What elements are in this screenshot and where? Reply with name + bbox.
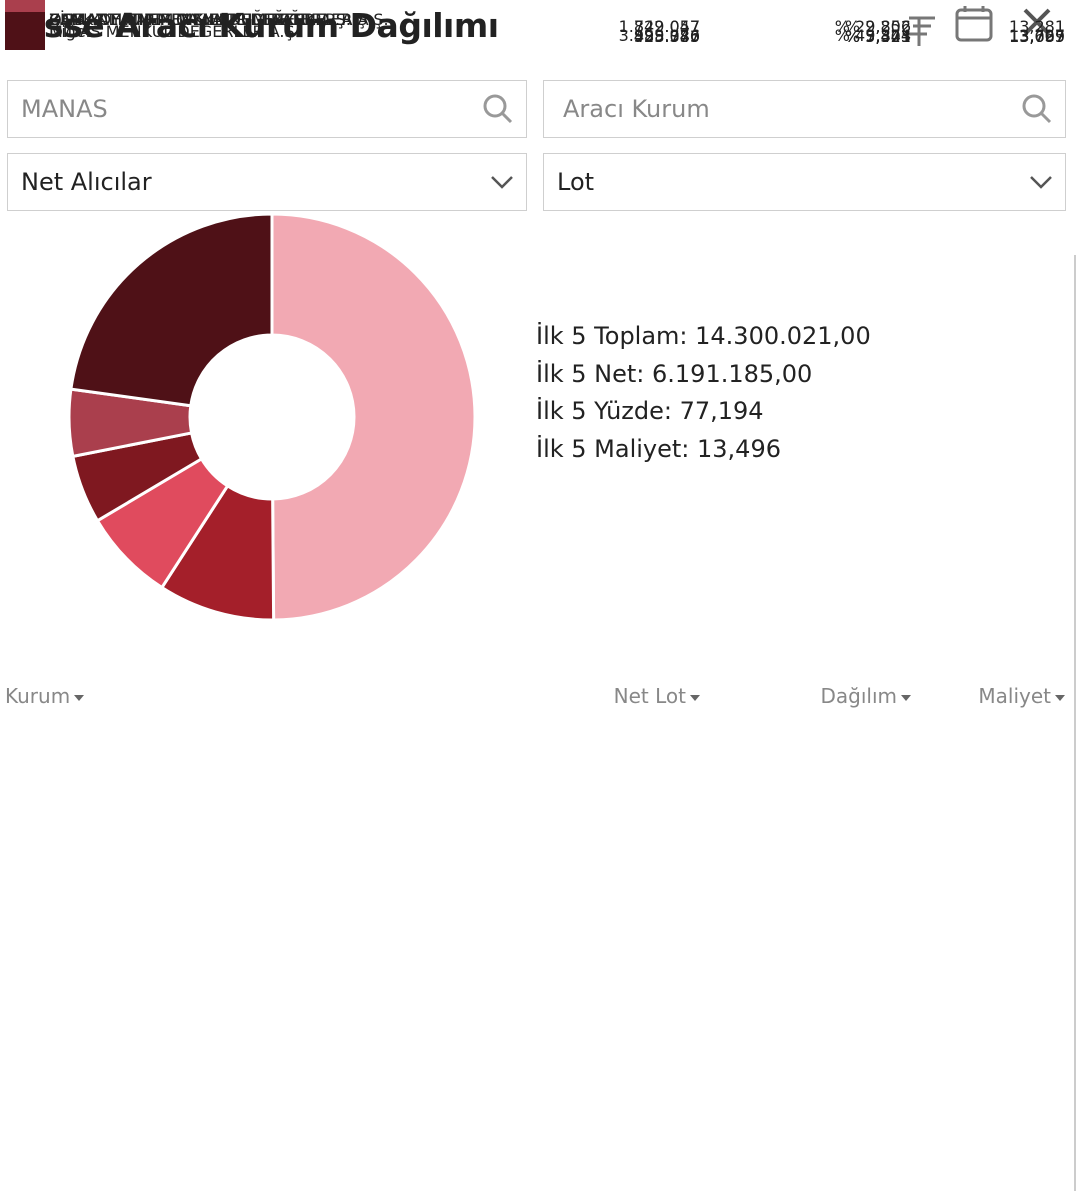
cell-net-lot: 3.999.976 <box>618 25 700 45</box>
placeholder: Aracı Kurum <box>563 95 710 123</box>
cell-share: % 5,425 <box>844 26 911 46</box>
broker-name-text: OSMANLI YATIRIM MENKUL DEĞERLER A.Ş. <box>49 10 389 29</box>
column-header-text: Net Lot <box>613 684 686 708</box>
cell-share: % 7,341 <box>844 26 911 46</box>
column-header: Net Lot <box>614 684 700 708</box>
chevron <box>491 176 513 189</box>
search-icon <box>1022 94 1052 124</box>
broker-name-text: MİDAS MENKUL DEĞERLER A.Ş. <box>49 22 300 41</box>
donut-slice <box>270 212 477 622</box>
select-value: Lot <box>557 168 595 196</box>
broker-name-text: QNB YATIRIM MENKUL DEĞERLER A.Ş. <box>49 10 352 29</box>
cell-cost: 13,607 <box>1009 26 1065 46</box>
column-header-text: Maliyet <box>978 684 1051 708</box>
summary-line: İlk 5 Toplam: 14.300.021,00 <box>536 322 871 350</box>
panel-title: Hisse Aracı Kurum Dağılımı <box>6 6 499 45</box>
cell-share: % 9,252 <box>844 16 911 36</box>
broker-name: Diğer <box>5 12 475 50</box>
cell-net-lot: 588.745 <box>633 26 700 46</box>
placeholder: MANAS <box>21 95 108 123</box>
broker-name-text: BANK OF AMERICA YATIRIM BANK A.Ş. <box>49 10 352 29</box>
unit-select[interactable]: Lot <box>543 153 1066 211</box>
calendar-icon[interactable] <box>955 6 993 42</box>
sort-caret <box>901 694 911 701</box>
table: Kurum Net Lot Dağılım Maliyet BANK OF AMERIC… <box>0 0 1080 708</box>
cell-share: % 22,806 <box>834 16 911 36</box>
table-row: QNB YATIRIM MENKUL DEĞERLER A.Ş. 425.330%… <box>0 0 1080 403</box>
close-icon[interactable] <box>1023 8 1051 36</box>
cell-net-lot: 435.087 <box>633 26 700 46</box>
column-header-text: Kurum <box>5 684 71 708</box>
column-header: Dağılım <box>820 684 911 708</box>
column-header: Maliyet <box>978 684 1065 708</box>
sort-caret <box>690 694 700 701</box>
cell-cost: 13,727 <box>1009 25 1065 45</box>
broker-name-text: ZİRAAT YATIRIM MENKUL DEĞERLER A.Ş. <box>49 10 373 29</box>
cell-net-lot: 742.047 <box>633 16 700 36</box>
column-header: Kurum <box>5 684 85 708</box>
broker-name-text: Diğer <box>49 22 93 41</box>
cell-share: % 49,874 <box>834 25 911 45</box>
table-row: Diğer 1.829.057 % 22,806 <box>0 12 1080 468</box>
select-value: Net Alıcılar <box>21 168 152 196</box>
chevron <box>1030 176 1052 189</box>
filter-icon[interactable] <box>909 16 935 46</box>
sort-caret <box>74 694 85 701</box>
cell-share: % 5,303 <box>844 26 911 46</box>
summary: İlk 5 Toplam: 14.300.021,00 İlk 5 Net: 6.… <box>536 318 871 468</box>
cell-cost: 13,095 <box>1009 26 1065 46</box>
donut-chart <box>67 212 477 622</box>
stock-search[interactable]: MANAS <box>7 80 527 138</box>
cell-cost: 13,281 <box>1009 16 1065 36</box>
scrollbar <box>1074 255 1076 1191</box>
cell-net-lot: 425.330 <box>633 26 700 46</box>
broker-search[interactable]: Aracı Kurum <box>543 80 1066 138</box>
search-icon <box>483 94 513 124</box>
side-select[interactable]: Net Alıcılar <box>7 153 527 211</box>
cell-net-lot: 1.829.057 <box>618 16 700 36</box>
sort-caret <box>1055 694 1065 701</box>
cell-cost: 13,769 <box>1009 26 1065 46</box>
toolbar-icons <box>909 6 1051 46</box>
summary-line: İlk 5 Maliyet: 13,496 <box>536 434 781 463</box>
donut-slice <box>69 212 274 408</box>
color-swatch <box>5 12 45 50</box>
column-header-text: Dağılım <box>820 684 897 708</box>
summary-line: İlk 5 Yüzde: 77,194 <box>536 397 764 425</box>
summary-line: İlk 5 Net: 6.191.185,00 <box>536 359 813 388</box>
